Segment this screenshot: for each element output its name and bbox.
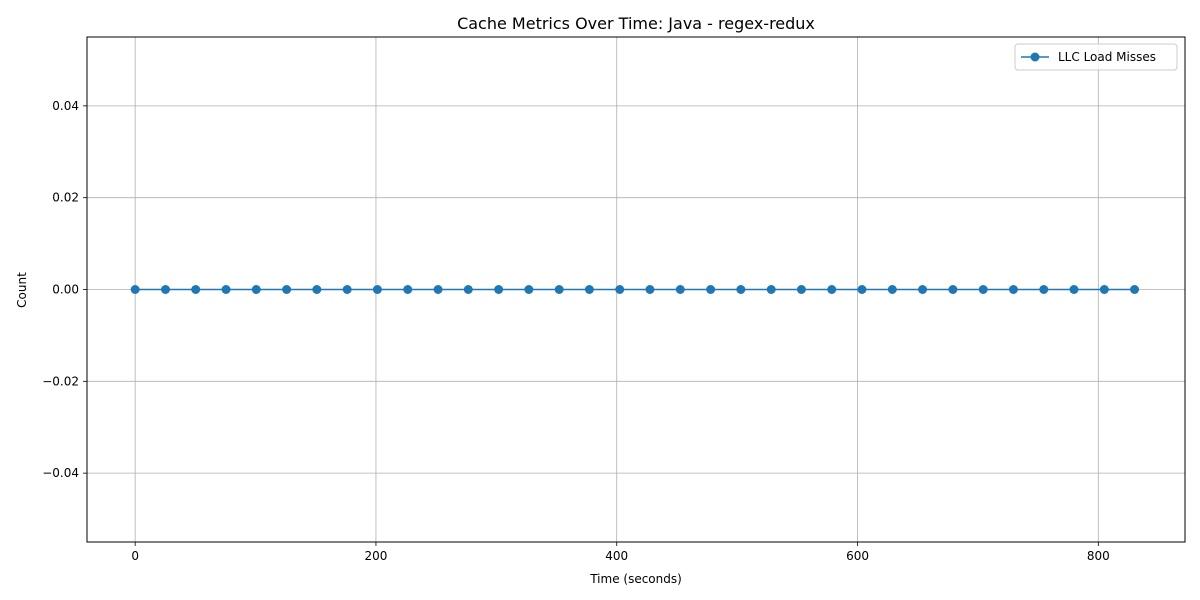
data-point bbox=[857, 285, 867, 294]
data-point bbox=[463, 285, 473, 294]
data-point bbox=[827, 285, 837, 294]
x-tick-label: 400 bbox=[605, 549, 628, 563]
x-tick-label: 800 bbox=[1087, 549, 1110, 563]
data-point bbox=[584, 285, 594, 294]
ticks: 0 200 400 600 800 −0.04 −0.02 0.00 0.02 0.04 bbox=[42, 99, 1110, 563]
data-point bbox=[948, 285, 958, 294]
y-tick-label: 0.02 bbox=[52, 191, 79, 205]
data-point bbox=[978, 285, 988, 294]
data-point bbox=[1008, 285, 1018, 294]
data-point bbox=[160, 285, 170, 294]
data-point bbox=[706, 285, 716, 294]
data-point bbox=[766, 285, 776, 294]
data-point bbox=[191, 285, 201, 294]
data-point bbox=[494, 285, 504, 294]
x-tick-label: 600 bbox=[846, 549, 869, 563]
series-layer bbox=[130, 285, 1140, 294]
data-point bbox=[433, 285, 443, 294]
data-point bbox=[1099, 285, 1109, 294]
data-point bbox=[372, 285, 382, 294]
x-tick-label: 0 bbox=[131, 549, 139, 563]
data-point bbox=[312, 285, 322, 294]
data-point bbox=[554, 285, 564, 294]
x-tick-label: 200 bbox=[364, 549, 387, 563]
data-point bbox=[221, 285, 231, 294]
data-point bbox=[130, 285, 140, 294]
y-tick-label: −0.04 bbox=[42, 466, 79, 480]
y-axis-label: Count bbox=[15, 272, 29, 308]
y-tick-label: 0.04 bbox=[52, 99, 79, 113]
data-point bbox=[675, 285, 685, 294]
data-point bbox=[403, 285, 413, 294]
data-point bbox=[251, 285, 261, 294]
data-point bbox=[887, 285, 897, 294]
x-axis-label: Time (seconds) bbox=[589, 572, 682, 586]
legend-entry-label: LLC Load Misses bbox=[1058, 50, 1156, 64]
data-point bbox=[615, 285, 625, 294]
legend-marker-swatch bbox=[1030, 52, 1040, 62]
data-point bbox=[524, 285, 534, 294]
y-tick-label: 0.00 bbox=[52, 283, 79, 297]
legend: LLC Load Misses bbox=[1014, 43, 1178, 71]
legend-box bbox=[1014, 43, 1178, 71]
data-point bbox=[1039, 285, 1049, 294]
chart-title: Cache Metrics Over Time: Java - regex-re… bbox=[457, 14, 815, 33]
data-point bbox=[1130, 285, 1140, 294]
data-point bbox=[282, 285, 292, 294]
data-point bbox=[736, 285, 746, 294]
data-point bbox=[645, 285, 655, 294]
data-point bbox=[796, 285, 806, 294]
data-point bbox=[918, 285, 928, 294]
data-point bbox=[1069, 285, 1079, 294]
data-point bbox=[342, 285, 352, 294]
y-tick-label: −0.02 bbox=[42, 374, 79, 388]
